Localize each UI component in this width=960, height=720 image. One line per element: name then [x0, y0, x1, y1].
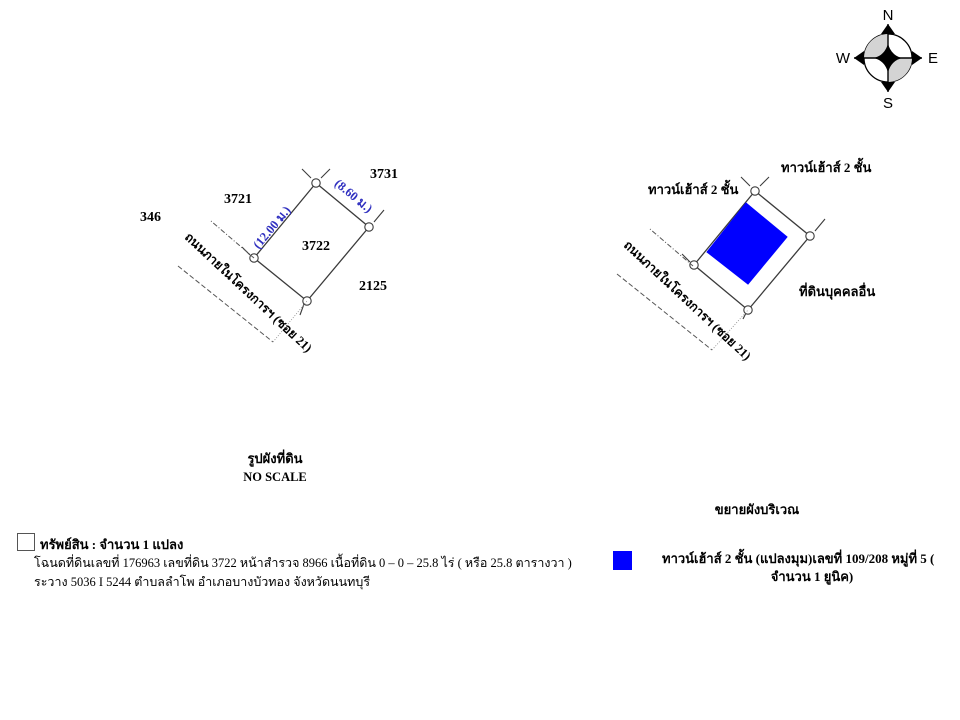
svg-text:3731: 3731 — [370, 167, 398, 182]
svg-text:346: 346 — [140, 210, 161, 225]
svg-text:3722: 3722 — [302, 239, 330, 254]
svg-text:E: E — [928, 50, 938, 67]
svg-text:ทาวน์เฮ้าส์ 2 ชั้น: ทาวน์เฮ้าส์ 2 ชั้น — [648, 179, 738, 197]
svg-text:S: S — [883, 95, 893, 112]
svg-text:(12.00 ม.): (12.00 ม.) — [250, 203, 293, 251]
svg-text:3721: 3721 — [224, 192, 252, 207]
svg-text:ทาวน์เฮ้าส์ 2 ชั้น: ทาวน์เฮ้าส์ 2 ชั้น — [781, 157, 871, 175]
svg-text:(8.60 ม.): (8.60 ม.) — [332, 176, 375, 215]
svg-text:W: W — [836, 50, 851, 67]
svg-text:N: N — [883, 7, 894, 24]
svg-text:2125: 2125 — [359, 279, 387, 294]
svg-text:ที่ดินบุคคลอื่น: ที่ดินบุคคลอื่น — [799, 282, 875, 300]
